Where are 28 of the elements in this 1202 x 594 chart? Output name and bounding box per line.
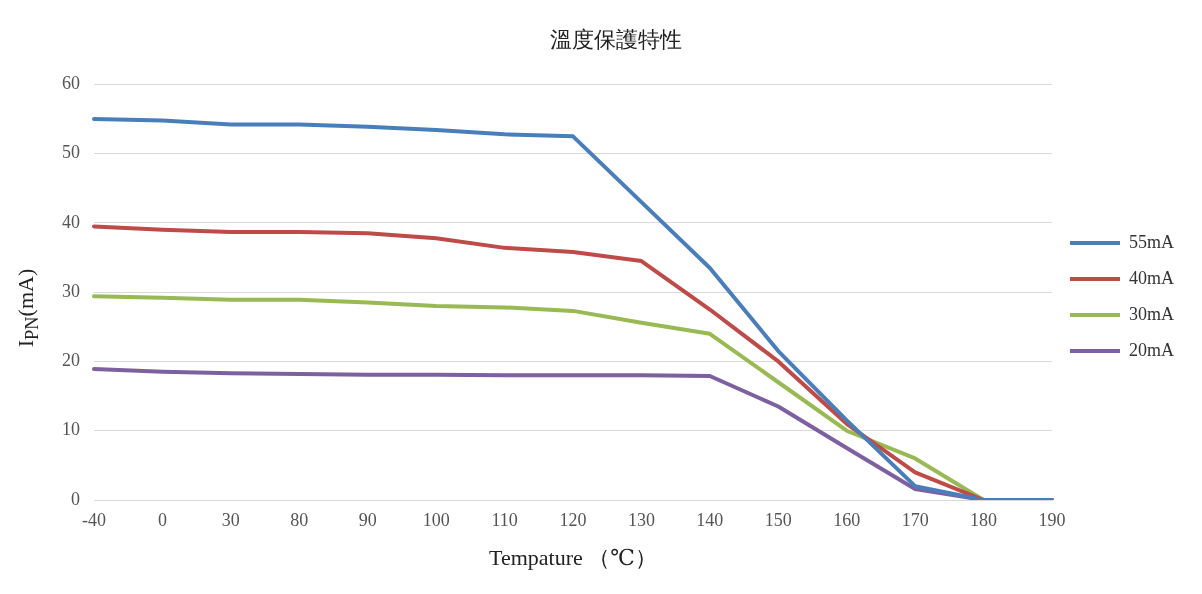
x-tick-label: 180	[970, 509, 998, 530]
legend-label: 20mA	[1129, 339, 1174, 360]
x-tick-label: 170	[901, 509, 929, 530]
y-tick-label: 50	[62, 142, 80, 163]
chart-title: 溫度保護特性	[550, 26, 682, 52]
y-tick-label: 60	[62, 73, 80, 94]
y-tick-label: 0	[71, 488, 80, 509]
x-tick-label: 80	[290, 509, 309, 530]
x-tick-label: 0	[157, 509, 167, 530]
y-tick-label: 30	[62, 280, 80, 301]
x-tick-label: 150	[764, 509, 792, 530]
y-tick-label: 20	[62, 350, 80, 371]
x-tick-label: 130	[627, 509, 655, 530]
x-tick-label: 140	[696, 509, 724, 530]
x-tick-label: 110	[491, 509, 518, 530]
x-axis-title: Tempature （℃）	[489, 544, 657, 570]
x-tick-label: -40	[82, 509, 106, 530]
y-tick-label: 40	[62, 211, 80, 232]
legend-label: 55mA	[1129, 231, 1174, 252]
y-tick-label: 10	[62, 419, 80, 440]
x-tick-label: 100	[422, 509, 450, 530]
x-tick-label: 120	[559, 509, 587, 530]
x-tick-label: 30	[221, 509, 240, 530]
legend-label: 30mA	[1129, 303, 1174, 324]
x-tick-label: 160	[833, 509, 861, 530]
x-tick-label: 190	[1038, 509, 1066, 530]
x-tick-label: 90	[358, 509, 377, 530]
legend-label: 40mA	[1129, 267, 1174, 288]
